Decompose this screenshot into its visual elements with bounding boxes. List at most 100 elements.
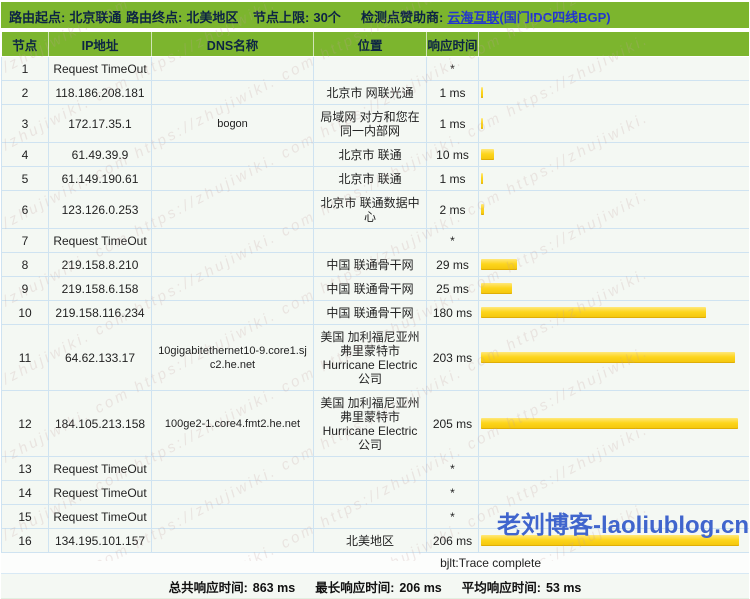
col-header-latency-chart xyxy=(478,32,749,57)
node-cell: 13 xyxy=(1,456,49,481)
avg-response-value: 53 ms xyxy=(545,580,582,595)
location-cell: 北京市 联通数据中心 xyxy=(313,190,427,229)
response-time-cell: 206 ms xyxy=(426,528,479,553)
trace-status-text: bjlt:Trace complete xyxy=(440,556,541,570)
ip-cell: Request TimeOut xyxy=(48,56,152,81)
location-cell: 中国 联通骨干网 xyxy=(313,252,427,277)
node-cell: 14 xyxy=(1,480,49,505)
dns-cell: bogon xyxy=(151,104,314,143)
table-row: 12 184.105.213.158 100ge2-1.core4.fmt2.he.… xyxy=(1,390,749,457)
node-cell: 9 xyxy=(1,276,49,301)
route-end-label: 路由终点: xyxy=(126,10,183,25)
location-cell: 北京市 网联光通 xyxy=(313,80,427,105)
max-response-label: 最长响应时间: xyxy=(315,580,395,595)
table-row: 11 64.62.133.17 10gigabitethernet10-9.core… xyxy=(1,324,749,391)
ip-cell: 219.158.8.210 xyxy=(48,252,152,277)
latency-bar xyxy=(481,535,739,546)
latency-bar-cell xyxy=(478,528,749,553)
total-response-value: 863 ms xyxy=(252,580,296,595)
route-info-bar: 路由起点: 北京联通 路由终点: 北美地区 节点上限: 30个 检测点赞助商: 云海互联… xyxy=(1,2,749,28)
route-end: 路由终点: 北美地区 xyxy=(126,7,238,26)
response-time-cell: * xyxy=(426,480,479,505)
location-cell: 中国 联通骨干网 xyxy=(313,300,427,325)
sponsor: 检测点赞助商: 云海互联(国门IDC四线BGP) xyxy=(361,7,611,26)
table-row: 4 61.49.39.9 北京市 联通 10 ms xyxy=(1,142,749,167)
dns-cell xyxy=(151,228,314,253)
latency-bar xyxy=(481,352,735,363)
table-row: 10 219.158.116.234 中国 联通骨干网 180 ms xyxy=(1,300,749,325)
trace-status-row: bjlt:Trace complete xyxy=(1,553,749,574)
ip-cell: 172.17.35.1 xyxy=(48,104,152,143)
location-cell xyxy=(313,56,427,81)
ip-cell: 219.158.6.158 xyxy=(48,276,152,301)
ip-cell: 61.49.39.9 xyxy=(48,142,152,167)
max-response-value: 206 ms xyxy=(399,580,442,595)
max-response-time: 最长响应时间: 206 ms xyxy=(315,577,442,596)
latency-bar-cell xyxy=(478,300,749,325)
location-cell: 中国 联通骨干网 xyxy=(313,276,427,301)
avg-response-label: 平均响应时间: xyxy=(461,580,541,595)
latency-bar-cell xyxy=(478,252,749,277)
total-response-time: 总共响应时间: 863 ms xyxy=(169,577,296,596)
table-row: 6 123.126.0.253 北京市 联通数据中心 2 ms xyxy=(1,190,749,229)
table-row: 15 Request TimeOut * xyxy=(1,504,749,529)
location-cell xyxy=(313,504,427,529)
sponsor-link[interactable]: 云海互联 xyxy=(447,10,500,25)
dns-cell xyxy=(151,190,314,229)
dns-cell xyxy=(151,504,314,529)
response-time-cell: * xyxy=(426,504,479,529)
location-cell: 局域网 对方和您在同一内部网 xyxy=(313,104,427,143)
dns-cell xyxy=(151,528,314,553)
col-header-time: 响应时间 xyxy=(426,32,479,57)
route-start-value: 北京联通 xyxy=(69,10,122,25)
dns-cell xyxy=(151,56,314,81)
node-cell: 1 xyxy=(1,56,49,81)
table-row: 13 Request TimeOut * xyxy=(1,456,749,481)
dns-cell xyxy=(151,142,314,167)
location-cell: 北美地区 xyxy=(313,528,427,553)
latency-bar xyxy=(481,149,494,160)
response-time-cell: 205 ms xyxy=(426,390,479,457)
node-cell: 5 xyxy=(1,166,49,191)
location-cell: 美国 加利福尼亚州弗里蒙特市Hurricane Electric 公司 xyxy=(313,324,427,391)
summary-row: 总共响应时间: 863 ms 最长响应时间: 206 ms 平均响应时间: 53 ms xyxy=(1,574,749,599)
response-time-cell: 1 ms xyxy=(426,166,479,191)
total-response-label: 总共响应时间: xyxy=(168,580,248,595)
ip-cell: 219.158.116.234 xyxy=(48,300,152,325)
node-cell: 11 xyxy=(1,324,49,391)
table-header-row: 节点 IP地址 DNS名称 位置 响应时间 xyxy=(1,32,749,57)
response-time-cell: 25 ms xyxy=(426,276,479,301)
response-time-cell: 1 ms xyxy=(426,80,479,105)
location-cell: 北京市 联通 xyxy=(313,166,427,191)
latency-bar-cell xyxy=(478,504,749,529)
latency-bar-cell xyxy=(478,80,749,105)
table-row: 8 219.158.8.210 中国 联通骨干网 29 ms xyxy=(1,252,749,277)
table-row: 7 Request TimeOut * xyxy=(1,228,749,253)
dns-cell xyxy=(151,252,314,277)
node-cell: 12 xyxy=(1,390,49,457)
sponsor-label: 检测点赞助商: xyxy=(361,10,444,25)
location-cell: 美国 加利福尼亚州弗里蒙特市Hurricane Electric 公司 xyxy=(313,390,427,457)
latency-bar-cell xyxy=(478,166,749,191)
table-row: 3 172.17.35.1 bogon 局域网 对方和您在同一内部网 1 ms xyxy=(1,104,749,143)
latency-bar-cell xyxy=(478,104,749,143)
latency-bar-cell xyxy=(478,56,749,81)
latency-bar xyxy=(481,259,517,270)
response-time-cell: 29 ms xyxy=(426,252,479,277)
dns-cell: 100ge2-1.core4.fmt2.he.net xyxy=(151,390,314,457)
latency-bar xyxy=(481,173,483,184)
location-cell: 北京市 联通 xyxy=(313,142,427,167)
table-row: 9 219.158.6.158 中国 联通骨干网 25 ms xyxy=(1,276,749,301)
latency-bar xyxy=(481,118,483,129)
table-row: 16 134.195.101.157 北美地区 206 ms xyxy=(1,528,749,553)
table-row: 14 Request TimeOut * xyxy=(1,480,749,505)
node-cell: 3 xyxy=(1,104,49,143)
ip-cell: 134.195.101.157 xyxy=(48,528,152,553)
dns-cell xyxy=(151,480,314,505)
table-row: 1 Request TimeOut * xyxy=(1,56,749,81)
ip-cell: Request TimeOut xyxy=(48,228,152,253)
ip-cell: Request TimeOut xyxy=(48,504,152,529)
response-time-cell: * xyxy=(426,228,479,253)
latency-bar-cell xyxy=(478,142,749,167)
route-end-value: 北美地区 xyxy=(186,10,239,25)
